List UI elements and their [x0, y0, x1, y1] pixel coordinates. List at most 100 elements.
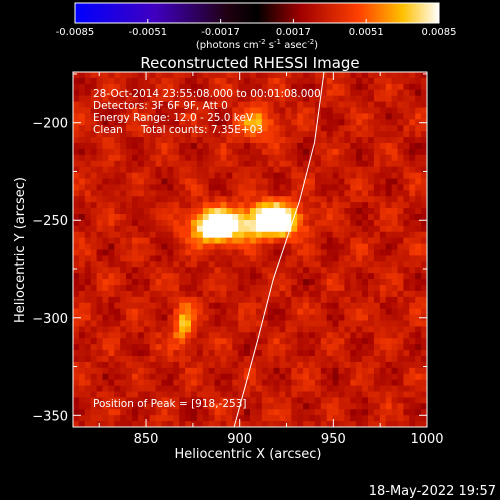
- heatmap-cell: [108, 77, 115, 85]
- heatmap-cell: [73, 137, 80, 144]
- heatmap-cell: [409, 391, 416, 399]
- heatmap-cell: [314, 397, 322, 404]
- heatmap-cell: [220, 249, 227, 257]
- heatmap-cell: [155, 137, 163, 144]
- heatmap-cell: [191, 172, 198, 180]
- heatmap-cell: [202, 344, 210, 351]
- heatmap-cell: [196, 403, 204, 410]
- heatmap-cell: [120, 101, 127, 109]
- heatmap-cell: [132, 296, 139, 304]
- heatmap-cell: [90, 208, 98, 215]
- heatmap-cell: [132, 190, 139, 197]
- heatmap-cell: [267, 148, 275, 156]
- heatmap-cell: [421, 166, 427, 174]
- heatmap-cell: [261, 125, 269, 132]
- heatmap-cell: [173, 202, 180, 209]
- heatmap-cell: [362, 202, 369, 209]
- heatmap-cell: [356, 113, 363, 120]
- heatmap-cell: [90, 397, 98, 404]
- heatmap-cell: [291, 225, 298, 233]
- heatmap-cell: [379, 101, 387, 109]
- heatmap-cell: [120, 338, 127, 345]
- heatmap-cell: [255, 302, 263, 310]
- heatmap-cell: [232, 119, 239, 126]
- heatmap-cell: [273, 208, 281, 215]
- heatmap-cell: [421, 178, 427, 186]
- heatmap-cell: [332, 261, 340, 268]
- heatmap-cell: [309, 143, 316, 150]
- heatmap-cell: [84, 119, 92, 126]
- heatmap-cell: [84, 148, 92, 156]
- heatmap-cell: [114, 391, 121, 399]
- heatmap-cell: [73, 160, 80, 168]
- heatmap-cell: [132, 409, 139, 416]
- heatmap-cell: [232, 202, 239, 209]
- heatmap-cell: [167, 119, 174, 126]
- heatmap-cell: [173, 285, 180, 292]
- heatmap-cell: [338, 249, 345, 257]
- heatmap-cell: [167, 137, 174, 144]
- heatmap-cell: [350, 89, 357, 97]
- heatmap-cell: [108, 190, 115, 197]
- heatmap-cell: [362, 131, 369, 138]
- heatmap-cell: [255, 72, 263, 79]
- heatmap-cell: [191, 77, 198, 85]
- heatmap-cell: [179, 344, 186, 351]
- heatmap-cell: [320, 273, 328, 280]
- heatmap-cell: [244, 255, 251, 262]
- heatmap-cell: [391, 160, 399, 168]
- heatmap-cell: [185, 403, 192, 410]
- heatmap-cell: [297, 385, 304, 393]
- heatmap-cell: [403, 273, 410, 280]
- heatmap-cell: [220, 373, 227, 381]
- heatmap-cell: [73, 225, 80, 233]
- heatmap-cell: [344, 72, 351, 79]
- heatmap-cell: [250, 290, 257, 298]
- heatmap-cell: [332, 290, 340, 298]
- heatmap-cell: [126, 255, 133, 262]
- heatmap-cell: [379, 385, 387, 393]
- heatmap-cell: [149, 131, 157, 138]
- heatmap-cell: [409, 107, 416, 115]
- heatmap-cell: [291, 125, 298, 132]
- heatmap-cell: [267, 296, 275, 304]
- heatmap-cell: [273, 290, 281, 298]
- heatmap-cell: [208, 290, 216, 298]
- heatmap-cell: [279, 267, 286, 274]
- heatmap-cell: [161, 154, 168, 162]
- heatmap-cell: [326, 166, 334, 174]
- heatmap-cell: [409, 113, 416, 120]
- heatmap-cell: [132, 361, 139, 369]
- heatmap-cell: [173, 243, 180, 251]
- heatmap-cell: [196, 332, 204, 339]
- heatmap-cell: [350, 178, 357, 186]
- heatmap-cell: [244, 202, 251, 209]
- heatmap-cell: [415, 154, 422, 162]
- heatmap-cell: [303, 237, 310, 245]
- heatmap-cell: [208, 143, 216, 150]
- heatmap-cell: [102, 308, 109, 316]
- heatmap-cell: [84, 379, 92, 387]
- heatmap-cell: [332, 143, 340, 150]
- heatmap-cell: [267, 202, 275, 209]
- heatmap-cell: [291, 302, 298, 310]
- heatmap-cell: [344, 397, 351, 404]
- heatmap-cell: [356, 403, 363, 410]
- heatmap-cell: [314, 255, 322, 262]
- heatmap-cell: [149, 261, 157, 268]
- heatmap-cell: [409, 296, 416, 304]
- heatmap-cell: [137, 225, 145, 233]
- heatmap-cell: [314, 350, 322, 357]
- heatmap-cell: [120, 385, 127, 393]
- heatmap-cell: [326, 403, 334, 410]
- heatmap-cell: [161, 172, 168, 180]
- heatmap-cell: [96, 273, 104, 280]
- heatmap-cell: [143, 166, 151, 174]
- heatmap-cell: [350, 249, 357, 257]
- heatmap-cell: [232, 350, 239, 357]
- heatmap-cell: [303, 361, 310, 369]
- heatmap-cell: [78, 361, 86, 369]
- heatmap-cell: [362, 89, 369, 97]
- heatmap-cell: [421, 83, 427, 91]
- heatmap-cell: [179, 166, 186, 174]
